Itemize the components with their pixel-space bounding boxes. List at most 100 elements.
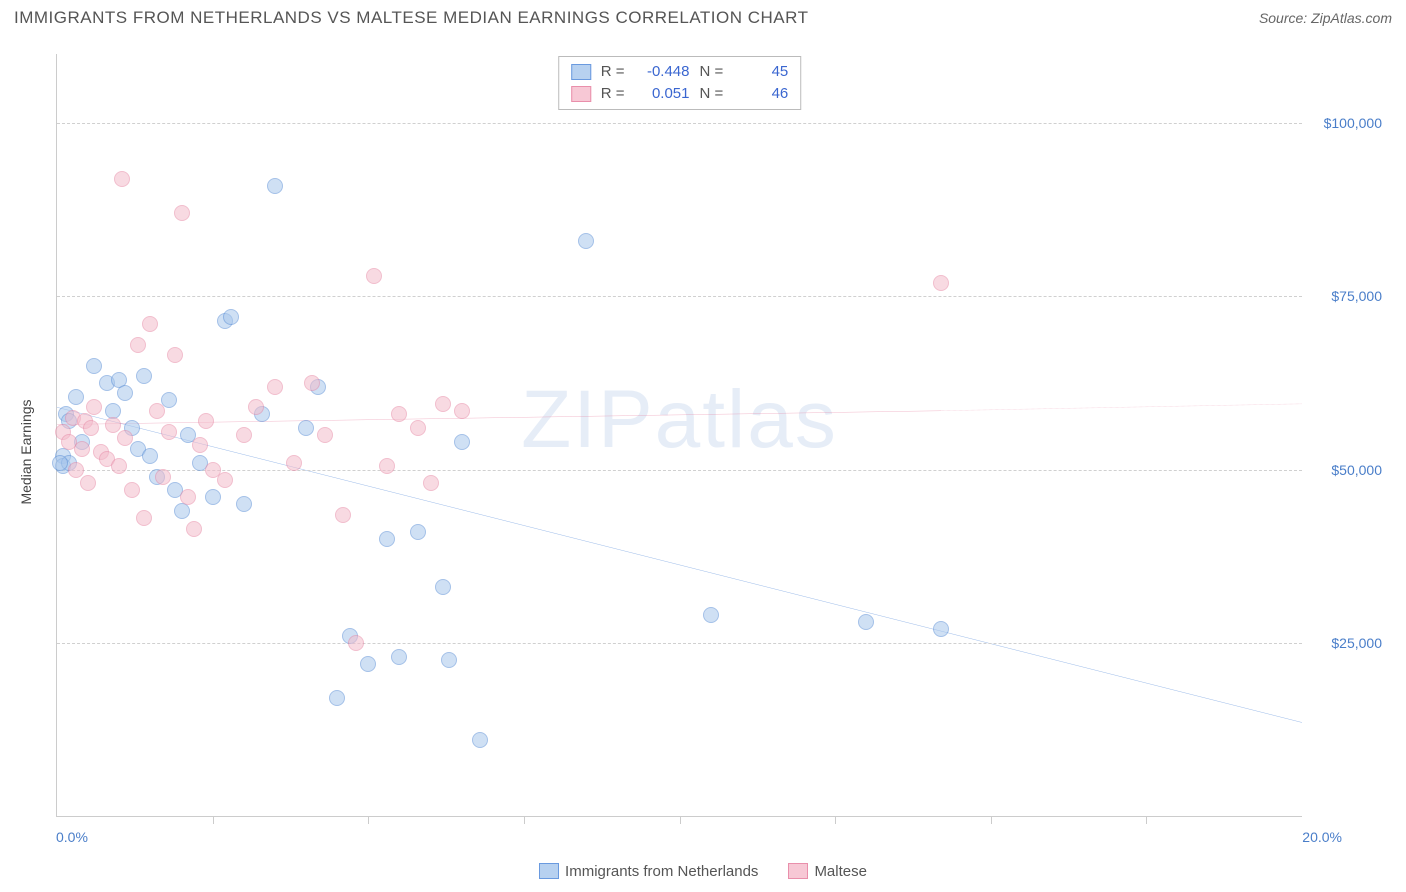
scatter-point <box>52 455 68 471</box>
y-axis-title: Median Earnings <box>18 399 34 504</box>
scatter-point <box>68 389 84 405</box>
legend-row-series-1: R = 0.051 N = 46 <box>571 83 789 105</box>
scatter-point <box>304 375 320 391</box>
correlation-legend: R = -0.448 N = 45 R = 0.051 N = 46 <box>558 56 802 110</box>
scatter-point <box>155 469 171 485</box>
scatter-point <box>391 649 407 665</box>
x-tick <box>213 816 214 824</box>
scatter-point <box>298 420 314 436</box>
scatter-point <box>192 437 208 453</box>
scatter-point <box>441 652 457 668</box>
scatter-point <box>423 475 439 491</box>
x-tick <box>835 816 836 824</box>
scatter-point <box>205 489 221 505</box>
legend-r-label: R = <box>601 61 625 83</box>
scatter-point <box>435 396 451 412</box>
legend-item-series-0: Immigrants from Netherlands <box>539 863 758 880</box>
scatter-point <box>578 233 594 249</box>
scatter-point <box>317 427 333 443</box>
legend-r-label: R = <box>601 83 625 105</box>
x-tick <box>368 816 369 824</box>
series-legend: Immigrants from Netherlands Maltese <box>0 863 1406 880</box>
scatter-point <box>223 309 239 325</box>
scatter-point <box>124 482 140 498</box>
legend-swatch-icon <box>788 863 808 879</box>
legend-swatch-icon <box>539 863 559 879</box>
scatter-point <box>142 316 158 332</box>
scatter-point <box>186 521 202 537</box>
scatter-point <box>80 475 96 491</box>
legend-n-value-0: 45 <box>733 61 788 83</box>
scatter-point <box>410 524 426 540</box>
scatter-point <box>117 385 133 401</box>
legend-n-label: N = <box>700 61 724 83</box>
scatter-point <box>130 337 146 353</box>
legend-row-series-0: R = -0.448 N = 45 <box>571 61 789 83</box>
scatter-point <box>180 489 196 505</box>
y-tick-label: $25,000 <box>1307 635 1382 651</box>
scatter-point <box>83 420 99 436</box>
gridline-h <box>57 123 1302 124</box>
trendline-solid <box>57 411 941 425</box>
scatter-point <box>360 656 376 672</box>
y-tick-label: $100,000 <box>1307 115 1382 131</box>
scatter-point <box>248 399 264 415</box>
scatter-point <box>329 690 345 706</box>
scatter-point <box>267 379 283 395</box>
scatter-point <box>86 358 102 374</box>
gridline-h <box>57 643 1302 644</box>
scatter-point <box>379 531 395 547</box>
x-tick <box>1146 816 1147 824</box>
scatter-point <box>472 732 488 748</box>
trendline-dashed <box>941 404 1302 411</box>
scatter-point <box>379 458 395 474</box>
scatter-point <box>435 579 451 595</box>
source-name: ZipAtlas.com <box>1311 10 1392 26</box>
legend-label-1: Maltese <box>814 863 867 880</box>
scatter-point <box>410 420 426 436</box>
legend-r-value-1: 0.051 <box>635 83 690 105</box>
scatter-point <box>217 472 233 488</box>
y-tick-label: $75,000 <box>1307 288 1382 304</box>
legend-item-series-1: Maltese <box>788 863 867 880</box>
scatter-point <box>174 205 190 221</box>
y-tick-label: $50,000 <box>1307 462 1382 478</box>
scatter-point <box>703 607 719 623</box>
scatter-point <box>454 434 470 450</box>
x-tick <box>680 816 681 824</box>
legend-r-value-0: -0.448 <box>635 61 690 83</box>
scatter-point <box>114 171 130 187</box>
scatter-point <box>335 507 351 523</box>
scatter-point <box>136 368 152 384</box>
chart-header: IMMIGRANTS FROM NETHERLANDS VS MALTESE M… <box>0 0 1406 34</box>
legend-swatch-series-1 <box>571 86 591 102</box>
scatter-point <box>136 510 152 526</box>
chart-container: Median Earnings ZIPatlas R = -0.448 N = … <box>14 40 1392 847</box>
scatter-point <box>149 403 165 419</box>
source-prefix: Source: <box>1259 10 1311 26</box>
scatter-point <box>236 496 252 512</box>
scatter-point <box>142 448 158 464</box>
scatter-point <box>348 635 364 651</box>
legend-n-label: N = <box>700 83 724 105</box>
scatter-point <box>391 406 407 422</box>
scatter-point <box>86 399 102 415</box>
scatter-point <box>366 268 382 284</box>
legend-n-value-1: 46 <box>733 83 788 105</box>
scatter-point <box>74 441 90 457</box>
x-tick <box>991 816 992 824</box>
scatter-point <box>161 424 177 440</box>
scatter-point <box>267 178 283 194</box>
x-axis-min-label: 0.0% <box>56 829 88 845</box>
scatter-point <box>111 458 127 474</box>
scatter-point <box>174 503 190 519</box>
scatter-point <box>858 614 874 630</box>
scatter-point <box>286 455 302 471</box>
scatter-point <box>933 275 949 291</box>
scatter-point <box>68 462 84 478</box>
scatter-point <box>105 417 121 433</box>
gridline-h <box>57 470 1302 471</box>
scatter-point <box>454 403 470 419</box>
chart-title: IMMIGRANTS FROM NETHERLANDS VS MALTESE M… <box>14 8 808 28</box>
scatter-point <box>167 347 183 363</box>
